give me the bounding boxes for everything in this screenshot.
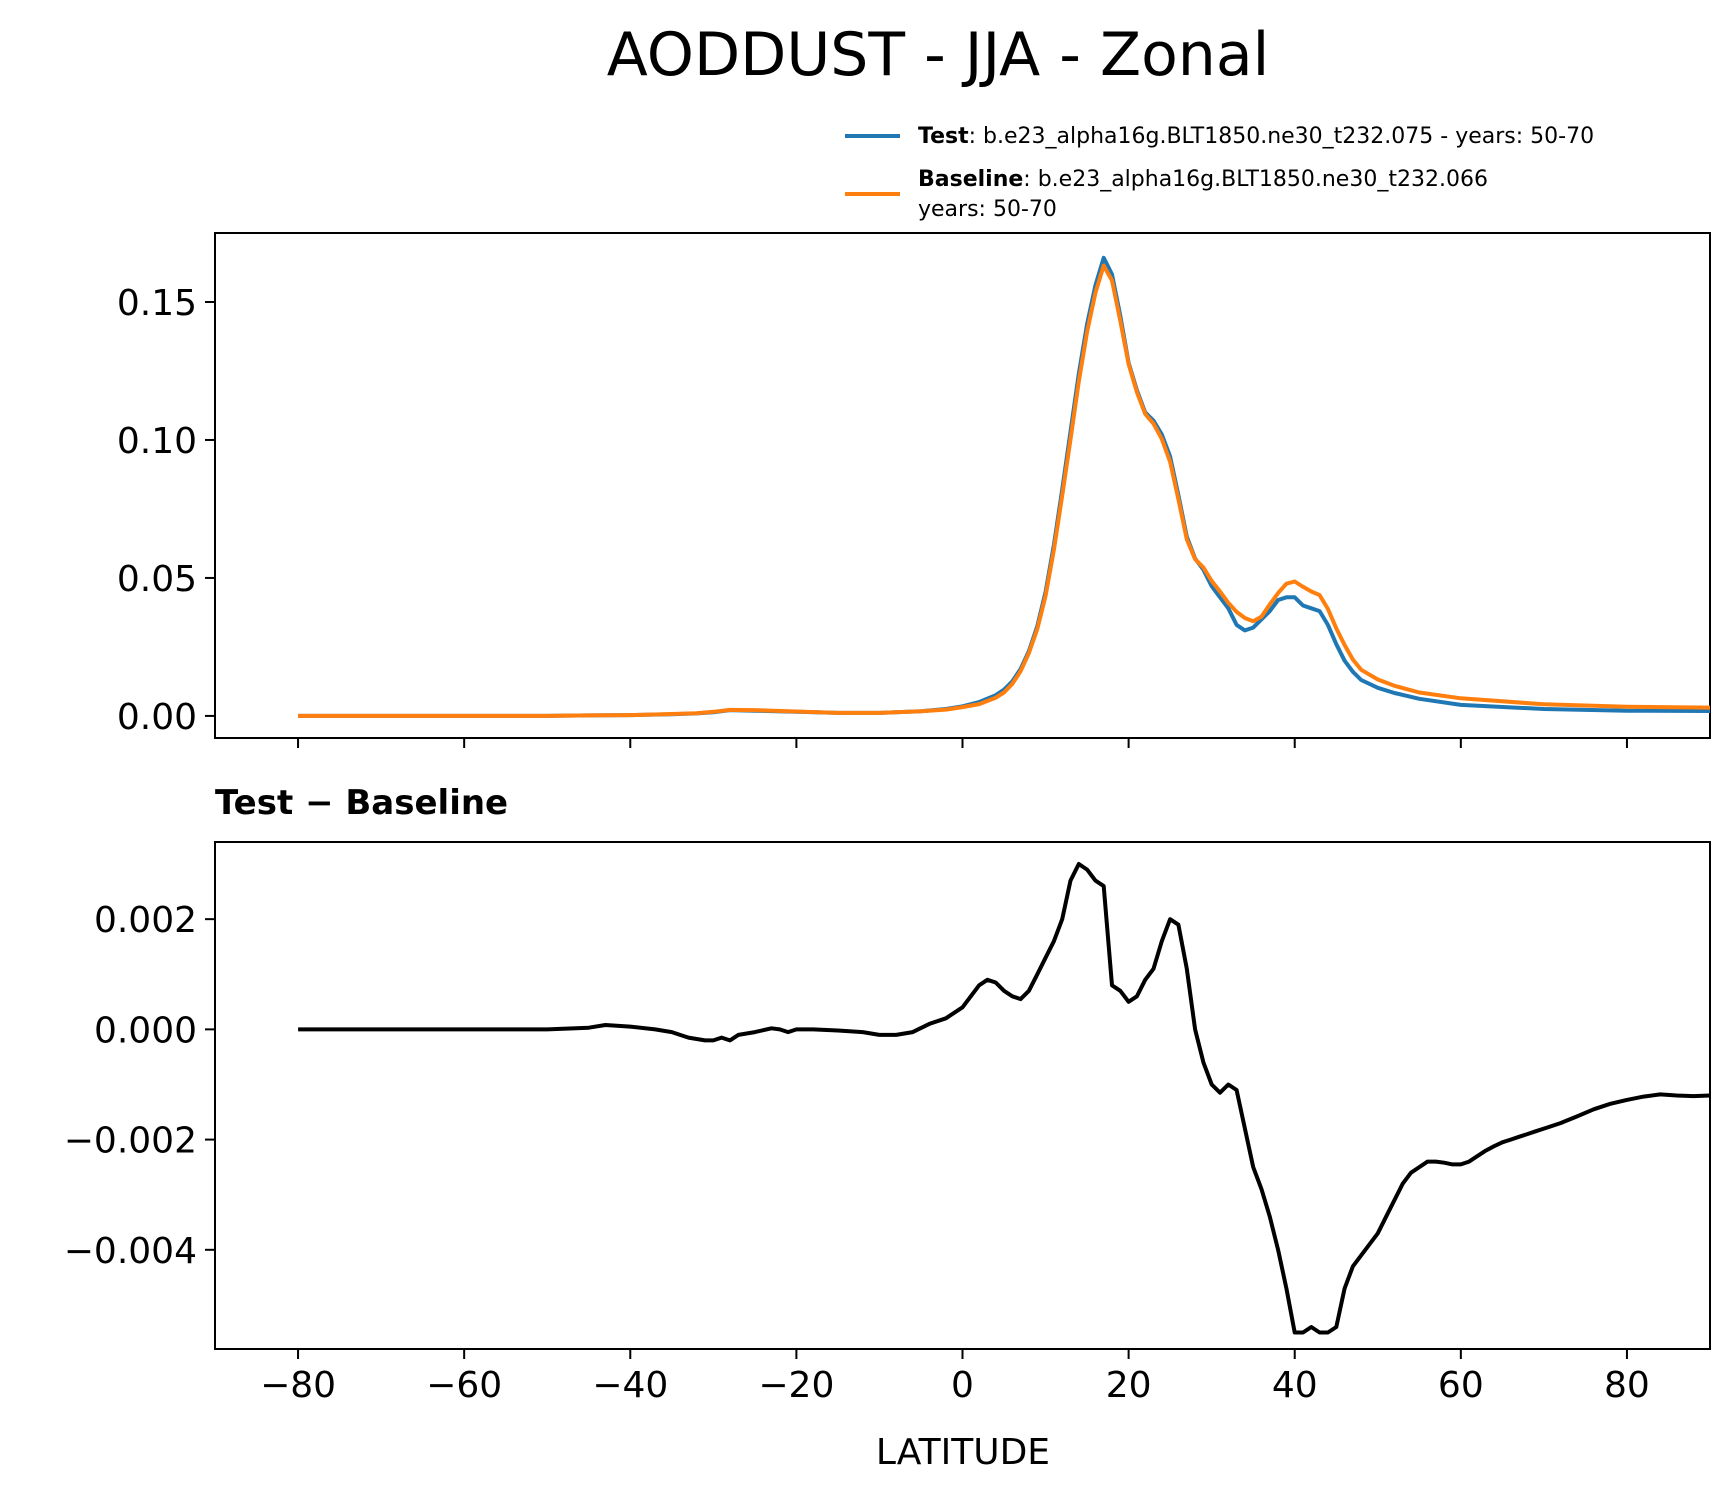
x-axis-label: LATITUDE [876, 1432, 1050, 1473]
top-y-tick-label: 0.05 [117, 559, 197, 600]
bottom-y-tick-label: 0.002 [94, 900, 197, 941]
legend-test-text: : b.e23_alpha16g.BLT1850.ne30_t232.075 -… [969, 124, 1594, 149]
legend: Test: b.e23_alpha16g.BLT1850.ne30_t232.0… [845, 124, 1594, 222]
bottom-x-ticks: −80 −60 −40 −20 0 20 40 60 80 [260, 1349, 1650, 1406]
legend-baseline-text: : b.e23_alpha16g.BLT1850.ne30_t232.066 [1023, 167, 1488, 192]
bottom-series-group [298, 862, 1711, 1335]
top-y-ticks: 0.00 0.05 0.10 0.15 [117, 283, 215, 738]
top-panel: 0.00 0.05 0.10 0.15 [117, 232, 1711, 748]
legend-baseline-text2: years: 50-70 [918, 197, 1057, 222]
diff-panel-title: Test − Baseline [215, 783, 508, 823]
bottom-y-tick-label: −0.004 [64, 1231, 197, 1272]
legend-baseline-name: Baseline [918, 167, 1023, 192]
x-tick-label: −80 [260, 1365, 336, 1406]
top-x-ticks [297, 738, 1628, 748]
legend-entry-baseline: Baseline: b.e23_alpha16g.BLT1850.ne30_t2… [918, 167, 1488, 192]
legend-test-name: Test [918, 124, 969, 149]
x-tick-label: 60 [1438, 1365, 1484, 1406]
x-tick-label: −40 [592, 1365, 668, 1406]
bottom-series-line-difference [298, 862, 1711, 1335]
chart-title: AODDUST - JJA - Zonal [607, 20, 1270, 90]
bottom-y-tick-label: 0.000 [94, 1010, 197, 1051]
top-y-tick-label: 0.15 [117, 283, 197, 324]
top-y-tick-label: 0.00 [117, 697, 197, 738]
bottom-panel: −80 −60 −40 −20 0 20 40 60 80 −0.004 −0.002 0.000 0… [64, 841, 1711, 1406]
bottom-y-tick-label: −0.002 [64, 1121, 197, 1162]
x-tick-label: 40 [1272, 1365, 1318, 1406]
legend-entry-test: Test: b.e23_alpha16g.BLT1850.ne30_t232.0… [918, 124, 1594, 149]
x-tick-label: 80 [1604, 1365, 1650, 1406]
x-tick-label: −20 [758, 1365, 834, 1406]
top-series-group [298, 255, 1711, 718]
x-tick-label: −60 [426, 1365, 502, 1406]
bottom-y-ticks: −0.004 −0.002 0.000 0.002 [64, 900, 215, 1272]
top-y-tick-label: 0.10 [117, 421, 197, 462]
top-series-line-baseline [298, 263, 1711, 718]
x-tick-label: 0 [951, 1365, 974, 1406]
x-tick-label: 20 [1106, 1365, 1152, 1406]
